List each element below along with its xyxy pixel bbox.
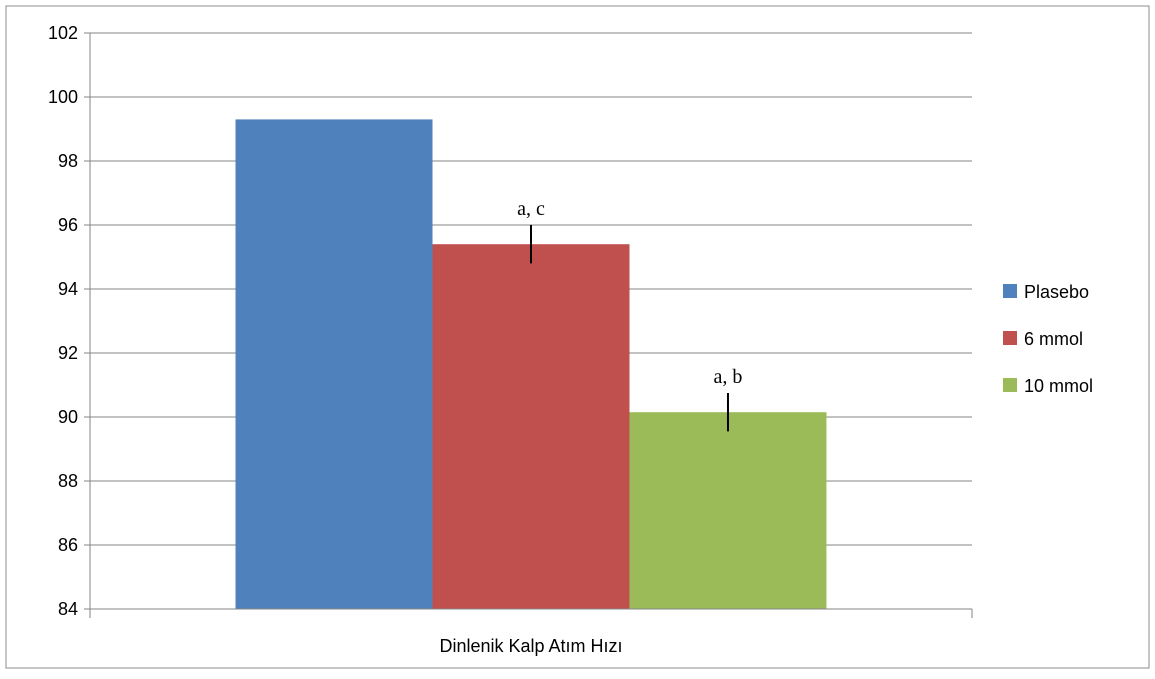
bar-6-mmol [432, 244, 630, 609]
y-tick-label: 90 [58, 407, 78, 427]
y-tick-label: 100 [48, 87, 78, 107]
axes: 84 86 88 90 92 94 96 98 100 102 Dinlenik Kalp Atım… [48, 23, 973, 656]
error-bars: a, c a, b [517, 198, 743, 432]
bars [235, 119, 827, 610]
legend-swatch [1003, 331, 1017, 345]
y-tick-label: 86 [58, 535, 78, 555]
significance-annotation: a, b [714, 366, 743, 388]
x-category-label: Dinlenik Kalp Atım Hızı [439, 636, 622, 656]
y-tick-label: 84 [58, 599, 78, 619]
legend-label: Plasebo [1024, 282, 1089, 302]
y-tick-label: 88 [58, 471, 78, 491]
legend: Plasebo 6 mmol 10 mmol [1003, 282, 1093, 396]
y-tick-label: 96 [58, 215, 78, 235]
bar-plasebo [235, 119, 433, 610]
legend-swatch [1003, 378, 1017, 392]
y-tick-label: 98 [58, 151, 78, 171]
y-tick-label: 92 [58, 343, 78, 363]
legend-label: 6 mmol [1024, 329, 1083, 349]
legend-label: 10 mmol [1024, 376, 1093, 396]
legend-swatch [1003, 284, 1017, 298]
significance-annotation: a, c [517, 198, 545, 220]
y-tick-label: 94 [58, 279, 78, 299]
bar-10-mmol [629, 412, 827, 609]
y-tick-label: 102 [48, 23, 78, 43]
